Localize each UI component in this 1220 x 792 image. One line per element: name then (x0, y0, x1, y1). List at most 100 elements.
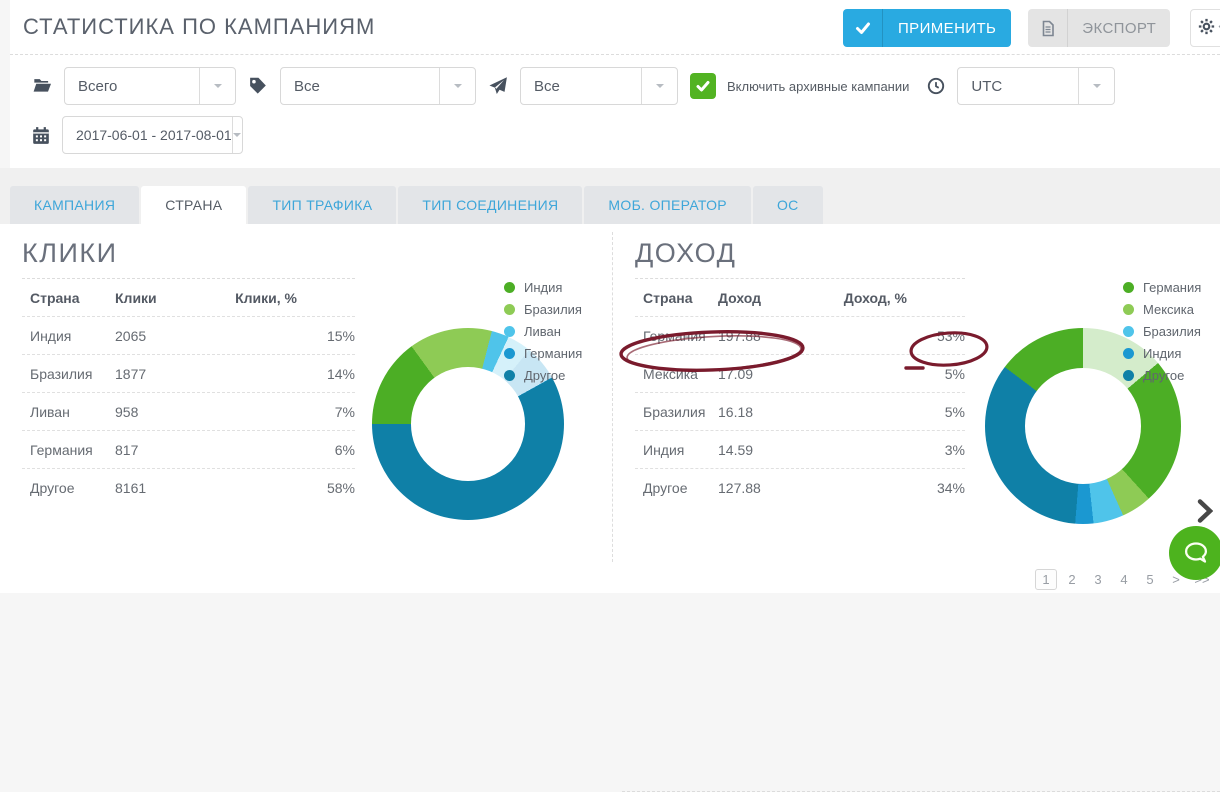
tag-icon (248, 76, 268, 96)
legend-label: Другое (1143, 368, 1184, 383)
legend-item[interactable]: Бразилия (1123, 320, 1201, 342)
select-arrow-icon (1078, 68, 1114, 104)
legend-item[interactable]: Другое (504, 364, 582, 386)
legend-item[interactable]: Германия (1123, 276, 1201, 298)
cell-clicks: 8161 (115, 480, 220, 496)
header-panel: СТАТИСТИКА ПО КАМПАНИЯМ ПРИМЕНИТЬ ЭКСПОР… (10, 0, 1220, 168)
table-row: Германия 817 6% (22, 431, 355, 469)
cell-clicks: 2065 (115, 328, 220, 344)
table-row: Мексика 17.09 5% (635, 355, 965, 393)
settings-button[interactable] (1190, 9, 1220, 47)
revenue-section-title: ДОХОД (635, 238, 736, 269)
legend-label: Германия (524, 346, 582, 361)
cell-country: Другое (22, 480, 115, 496)
table-row: Бразилия 1877 14% (22, 355, 355, 393)
cell-pct: 15% (220, 328, 355, 344)
divider (22, 278, 355, 279)
legend-label: Индия (524, 280, 562, 295)
clicks-section: КЛИКИ Страна Клики Клики, % Индия 2065 1… (0, 224, 612, 593)
page-button-3[interactable]: 3 (1087, 570, 1109, 589)
clicks-chart-area: Индия Бразилия Ливан Германия Другое (362, 268, 612, 578)
clicks-table: Страна Клики Клики, % Индия 2065 15% Бра… (22, 280, 355, 507)
revenue-section: ДОХОД Страна Доход Доход, % Германия 197… (613, 224, 1220, 593)
legend-dot (504, 282, 515, 293)
archive-checkbox[interactable] (690, 73, 716, 99)
cell-pct: 7% (220, 404, 355, 420)
legend-item[interactable]: Индия (504, 276, 582, 298)
cell-country: Индия (635, 442, 718, 458)
col-clicks-pct: Клики, % (220, 290, 355, 306)
cell-clicks: 1877 (115, 366, 220, 382)
traffic-select[interactable]: Все (520, 67, 678, 105)
legend-item[interactable]: Мексика (1123, 298, 1201, 320)
legend-item[interactable]: Ливан (504, 320, 582, 342)
cell-pct: 5% (830, 366, 965, 382)
gear-icon (1198, 18, 1215, 39)
tab-connection-type[interactable]: ТИП СОЕДИНЕНИЯ (398, 186, 582, 224)
select-arrow-icon (232, 117, 242, 153)
legend-dot (504, 304, 515, 315)
page-button-5[interactable]: 5 (1139, 570, 1161, 589)
archive-checkbox-label[interactable]: Включить архивные кампании (727, 79, 909, 94)
export-button[interactable]: ЭКСПОРТ (1028, 9, 1170, 47)
cell-country: Другое (635, 480, 718, 496)
page-button-2[interactable]: 2 (1061, 570, 1083, 589)
legend-dot (504, 348, 515, 359)
cell-country: Мексика (635, 366, 718, 382)
tab-mobile-operator[interactable]: МОБ. ОПЕРАТОР (584, 186, 751, 224)
col-country: Страна (22, 290, 115, 306)
select-arrow-icon (641, 68, 677, 104)
clicks-legend: Индия Бразилия Ливан Германия Другое (504, 276, 582, 386)
check-icon (843, 9, 883, 47)
tab-country[interactable]: СТРАНА (141, 186, 246, 224)
legend-dot (1123, 304, 1134, 315)
cell-country: Ливан (22, 404, 115, 420)
content-panel: КЛИКИ Страна Клики Клики, % Индия 2065 1… (0, 224, 1220, 593)
campaign-group-select[interactable]: Всего (64, 67, 236, 105)
cell-revenue: 197.88 (718, 328, 830, 344)
clock-icon (927, 77, 945, 95)
cell-pct: 5% (830, 404, 965, 420)
legend-item[interactable]: Бразилия (504, 298, 582, 320)
tab-os[interactable]: ОС (753, 186, 823, 224)
page-button-4[interactable]: 4 (1113, 570, 1135, 589)
check-icon (695, 78, 711, 94)
legend-label: Другое (524, 368, 565, 383)
legend-item[interactable]: Германия (504, 342, 582, 364)
legend-dot (1123, 370, 1134, 381)
cell-country: Индия (22, 328, 115, 344)
traffic-value: Все (521, 68, 641, 104)
timezone-select[interactable]: UTC (957, 67, 1115, 105)
legend-item[interactable]: Другое (1123, 364, 1201, 386)
table-row: Другое 127.88 34% (635, 469, 965, 507)
col-clicks: Клики (115, 290, 220, 306)
page-button-1[interactable]: 1 (1035, 569, 1057, 590)
legend-item[interactable]: Индия (1123, 342, 1201, 364)
header-actions: ПРИМЕНИТЬ ЭКСПОРТ (843, 9, 1220, 47)
tab-traffic-type[interactable]: ТИП ТРАФИКА (248, 186, 396, 224)
cell-revenue: 127.88 (718, 480, 830, 496)
legend-label: Германия (1143, 280, 1201, 295)
date-range-select[interactable]: 2017-06-01 - 2017-08-01 (62, 116, 243, 154)
folder-icon (32, 76, 52, 96)
chat-bubble-icon (1177, 534, 1215, 572)
chat-button[interactable] (1169, 526, 1220, 580)
cell-country: Бразилия (22, 366, 115, 382)
tab-campaign[interactable]: КАМПАНИЯ (10, 186, 139, 224)
table-row: Другое 8161 58% (22, 469, 355, 507)
col-country: Страна (635, 290, 718, 306)
header-divider (10, 54, 1220, 55)
apply-button[interactable]: ПРИМЕНИТЬ (843, 9, 1011, 47)
cell-revenue: 14.59 (718, 442, 830, 458)
tabs-band: КАМПАНИЯ СТРАНА ТИП ТРАФИКА ТИП СОЕДИНЕН… (0, 168, 1220, 224)
tags-select[interactable]: Все (280, 67, 476, 105)
chevron-right-icon[interactable] (1197, 499, 1213, 528)
table-header: Страна Доход Доход, % (635, 280, 965, 317)
table-header: Страна Клики Клики, % (22, 280, 355, 317)
tabs: КАМПАНИЯ СТРАНА ТИП ТРАФИКА ТИП СОЕДИНЕН… (10, 186, 823, 224)
legend-label: Бразилия (1143, 324, 1201, 339)
table-row: Ливан 958 7% (22, 393, 355, 431)
cell-revenue: 16.18 (718, 404, 830, 420)
cell-country: Германия (635, 328, 718, 344)
revenue-legend: Германия Мексика Бразилия Индия Другое (1123, 276, 1201, 386)
